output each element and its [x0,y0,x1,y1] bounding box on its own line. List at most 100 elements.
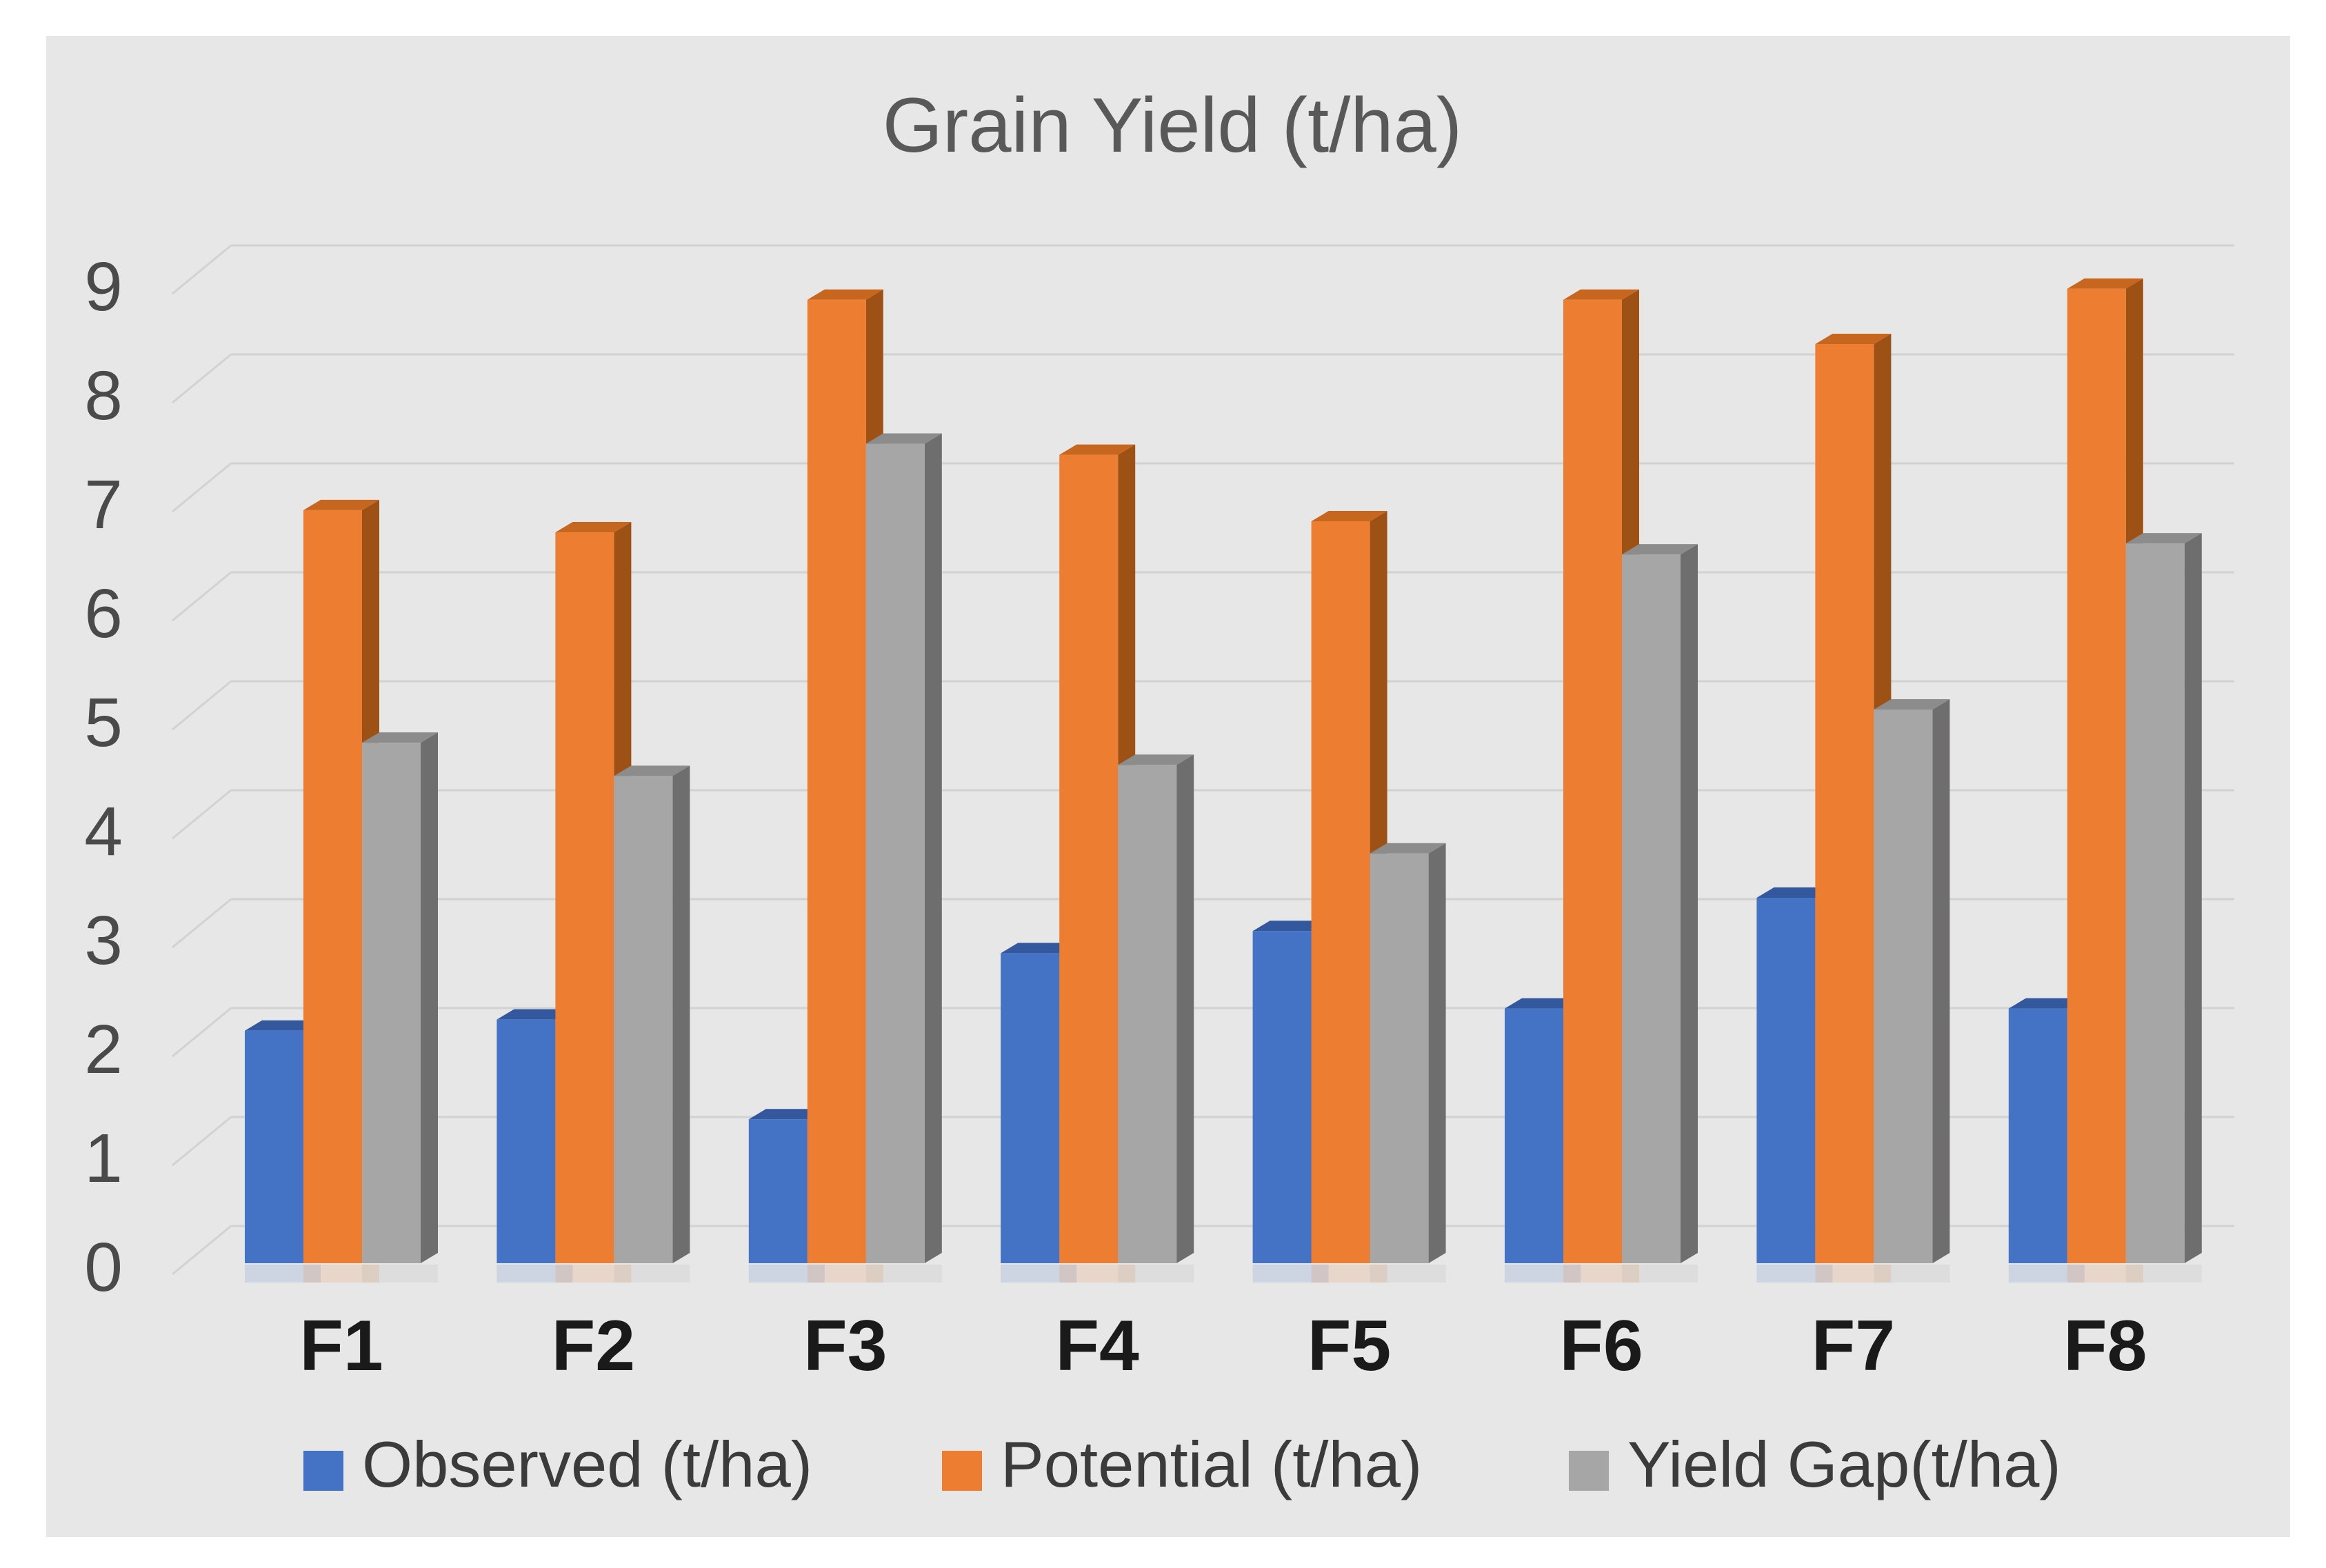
bar-top-face [748,1109,825,1120]
bar-top-face [303,499,379,510]
legend-item-3: Yield Gap(t/ha) [1569,1428,2061,1500]
bar-front-face [1370,853,1429,1263]
bar-reflection [245,1265,321,1283]
bar-reflection [865,1265,942,1283]
chart-title: Grain Yield (t/ha) [883,82,1462,168]
bar-front-face [748,1119,808,1263]
category-label-f4: F4 [1056,1306,1140,1386]
y-tick-label: 3 [84,902,123,979]
bar-F1-series-3 [362,732,438,1283]
bar-side-face [1176,754,1194,1263]
legend-label: Observed (t/ha) [362,1428,812,1500]
bar-side-face [421,732,438,1263]
legend-swatch [942,1451,982,1491]
bar-top-face [1815,334,1892,345]
y-tick-label: 5 [84,684,123,761]
bar-reflection [1252,1265,1329,1283]
bar-reflection [2125,1265,2202,1283]
bar-front-face [1756,898,1816,1263]
bar-reflection [1311,1265,1387,1283]
gridline-wall-segment [172,1007,232,1058]
bar-top-face [1252,921,1329,932]
bar-top-face [1370,843,1446,854]
y-tick-label: 8 [84,357,123,434]
bar-top-face [497,1009,573,1020]
bar-reflection [2008,1265,2085,1283]
bar-top-face [1001,943,1077,954]
bar-reflection [1118,1265,1194,1283]
bar-top-face [1505,998,1581,1009]
bar-front-face [1001,953,1060,1263]
bar-F6-series-1 [1505,998,1581,1283]
bar-front-face [1252,931,1312,1263]
bar-side-face [2184,533,2202,1263]
bar-F4-series-3 [1118,754,1194,1283]
bar-front-face [1815,344,1874,1263]
bar-front-face [245,1030,303,1263]
bar-reflection [497,1265,573,1283]
bar-F8-series-3 [2125,533,2202,1283]
bar-reflection [2067,1265,2143,1283]
gridline-wall-segment [172,571,232,622]
bar-front-face [1622,554,1681,1264]
gridline-wall-segment [172,353,232,404]
category-label-f2: F2 [552,1306,635,1386]
bar-reflection [1815,1265,1892,1283]
bar-front-face [1311,521,1370,1263]
bar-reflection [1505,1265,1581,1283]
bar-front-face [614,776,673,1263]
y-tick-label: 0 [84,1229,123,1306]
bar-side-face [672,765,690,1263]
bar-front-face [1059,454,1119,1263]
bar-top-face [1874,699,1950,710]
bar-front-face [1874,710,1933,1263]
legend: Observed (t/ha) Potential (t/ha) Yield Gap… [303,1428,2061,1500]
y-tick-label: 1 [84,1120,123,1197]
bar-side-face [1932,699,1950,1263]
gridline-wall-segment [172,680,232,731]
bar-front-face [1563,299,1622,1263]
legend-swatch [303,1451,343,1491]
category-label-f6: F6 [1559,1306,1643,1386]
bar-top-face [865,433,942,444]
legend-swatch [1569,1451,1609,1491]
bar-front-face [865,443,925,1263]
bar-side-face [924,433,942,1263]
category-label-f7: F7 [1812,1306,1895,1386]
bar-top-face [1622,544,1698,555]
legend-label: Potential (t/ha) [1001,1428,1422,1500]
bars-group [245,278,2202,1283]
gridline-wall-segment [172,1116,232,1167]
legend-label: Yield Gap(t/ha) [1627,1428,2061,1500]
bar-reflection [748,1265,825,1283]
bar-top-face [1756,887,1833,898]
y-tick-label: 2 [84,1011,123,1088]
bar-top-face [1563,289,1639,300]
bar-front-face [807,299,866,1263]
bar-F2-series-3 [614,765,690,1283]
bar-top-face [614,765,690,776]
gridline-wall-segment [172,244,232,295]
category-label-f5: F5 [1307,1306,1391,1386]
bar-top-face [1118,754,1194,765]
legend-item-1: Observed (t/ha) [303,1428,812,1500]
category-label-f3: F3 [803,1306,887,1386]
bar-front-face [1505,1008,1563,1263]
bar-front-face [303,510,362,1264]
bar-reflection [362,1265,438,1283]
bar-front-face [362,743,421,1263]
bar-reflection [1622,1265,1698,1283]
bar-F3-series-3 [865,433,942,1283]
bar-top-face [2067,278,2143,289]
bar-reflection [614,1265,690,1283]
x-axis-category-labels: F1 F2 F3 F4 F5 F6 F7 F8 [299,1306,2147,1386]
bar-top-face [555,522,632,533]
bar-reflection [1874,1265,1950,1283]
y-tick-label: 7 [84,466,123,543]
bar-top-face [362,732,438,743]
bar-top-face [1059,444,1136,455]
bar-reflection [1756,1265,1833,1283]
bar-front-face [2067,288,2126,1264]
bar-F6-series-3 [1622,544,1698,1283]
